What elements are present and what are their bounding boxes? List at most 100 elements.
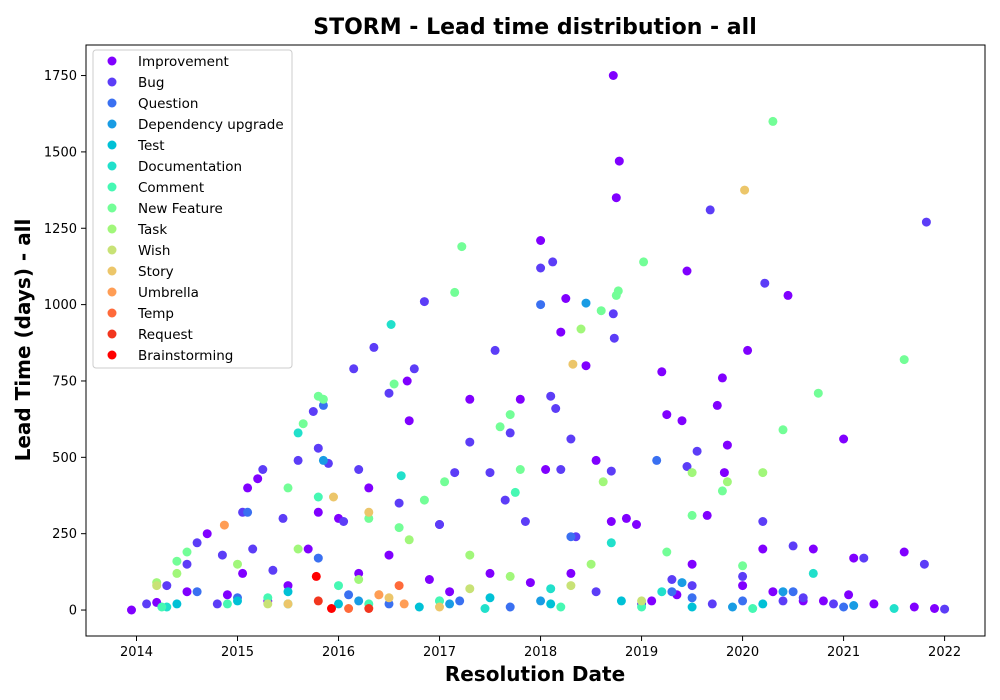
y-tick-label: 1000 — [44, 298, 77, 313]
data-point — [541, 465, 551, 474]
data-point — [339, 517, 349, 526]
data-point — [334, 599, 343, 609]
data-point — [608, 71, 618, 80]
data-point — [283, 587, 293, 597]
data-point — [722, 440, 732, 450]
data-point — [293, 428, 303, 438]
data-point — [647, 596, 657, 606]
data-point — [551, 404, 561, 413]
data-point — [778, 596, 788, 606]
data-point — [399, 599, 409, 609]
data-point — [581, 361, 591, 371]
data-point — [546, 391, 556, 401]
legend-item: Temp — [107, 306, 174, 322]
series-0 — [127, 71, 939, 615]
data-point — [657, 587, 667, 597]
data-point — [687, 559, 697, 569]
x-tick-label: 2014 — [120, 645, 153, 660]
data-point — [899, 355, 909, 365]
data-point — [440, 477, 450, 487]
data-point — [445, 599, 455, 609]
legend-item: Task — [107, 222, 167, 238]
data-point — [445, 587, 455, 597]
data-point — [652, 455, 662, 465]
data-point — [435, 520, 444, 529]
data-point — [859, 553, 869, 563]
data-point — [637, 596, 647, 606]
legend-item: Test — [107, 138, 165, 154]
data-point — [808, 568, 818, 578]
legend-label: Request — [138, 327, 193, 343]
legend-label: Improvement — [138, 54, 229, 70]
data-point — [268, 565, 278, 575]
data-point — [253, 474, 263, 484]
data-point — [293, 455, 303, 465]
data-point — [738, 571, 748, 581]
data-point — [450, 468, 460, 478]
legend-marker — [107, 161, 117, 171]
data-point — [394, 581, 404, 591]
data-point — [172, 556, 182, 566]
y-axis-title: Lead Time (days) - all — [11, 219, 35, 462]
data-point — [677, 578, 687, 588]
data-point — [657, 367, 667, 377]
legend-item: Comment — [107, 180, 204, 196]
data-point — [283, 599, 293, 609]
legend-label: Test — [137, 138, 165, 154]
data-point — [687, 468, 697, 478]
data-point — [566, 532, 576, 542]
data-point — [621, 513, 631, 523]
data-point — [364, 483, 374, 493]
legend-marker — [107, 77, 117, 87]
data-point — [465, 437, 475, 447]
data-point — [687, 602, 697, 612]
data-point — [596, 306, 606, 316]
data-point — [899, 547, 909, 557]
data-point — [682, 462, 692, 471]
data-point — [354, 596, 364, 606]
data-point — [327, 604, 336, 613]
data-point — [182, 587, 192, 597]
data-point — [738, 581, 748, 591]
data-point — [743, 345, 753, 355]
data-point — [329, 492, 338, 502]
data-point — [396, 471, 406, 481]
data-point — [738, 561, 748, 571]
data-point — [536, 300, 546, 310]
data-point — [263, 599, 273, 609]
data-point — [687, 510, 697, 520]
data-point — [662, 547, 672, 557]
series-14 — [311, 571, 336, 613]
data-point — [712, 400, 722, 410]
data-point — [556, 327, 566, 337]
legend-marker — [107, 56, 117, 66]
y-tick-label: 0 — [69, 604, 77, 619]
data-point — [576, 324, 586, 334]
data-point — [505, 602, 515, 612]
data-point — [419, 297, 429, 307]
x-tick-label: 2019 — [625, 645, 658, 660]
data-point — [212, 599, 222, 609]
data-point — [500, 495, 510, 505]
data-point — [591, 455, 601, 465]
data-point — [394, 498, 404, 508]
legend-label: Story — [138, 264, 174, 280]
plot-frame — [85, 44, 986, 637]
data-point — [202, 529, 212, 539]
data-point — [435, 602, 444, 612]
data-point — [389, 379, 399, 389]
legend-marker — [107, 98, 117, 108]
data-point — [687, 581, 697, 591]
legend-label: Temp — [137, 306, 174, 322]
data-point — [556, 602, 566, 612]
data-point — [233, 596, 242, 606]
data-point — [536, 236, 546, 245]
legend: Improvement Bug Question Dependency upgrade… — [92, 49, 293, 369]
data-point — [248, 544, 258, 554]
data-point — [682, 266, 692, 276]
data-point — [839, 602, 849, 612]
data-point — [162, 581, 172, 591]
data-point — [740, 185, 750, 195]
x-tick-label: 2021 — [827, 645, 860, 660]
series-10 — [283, 185, 750, 612]
